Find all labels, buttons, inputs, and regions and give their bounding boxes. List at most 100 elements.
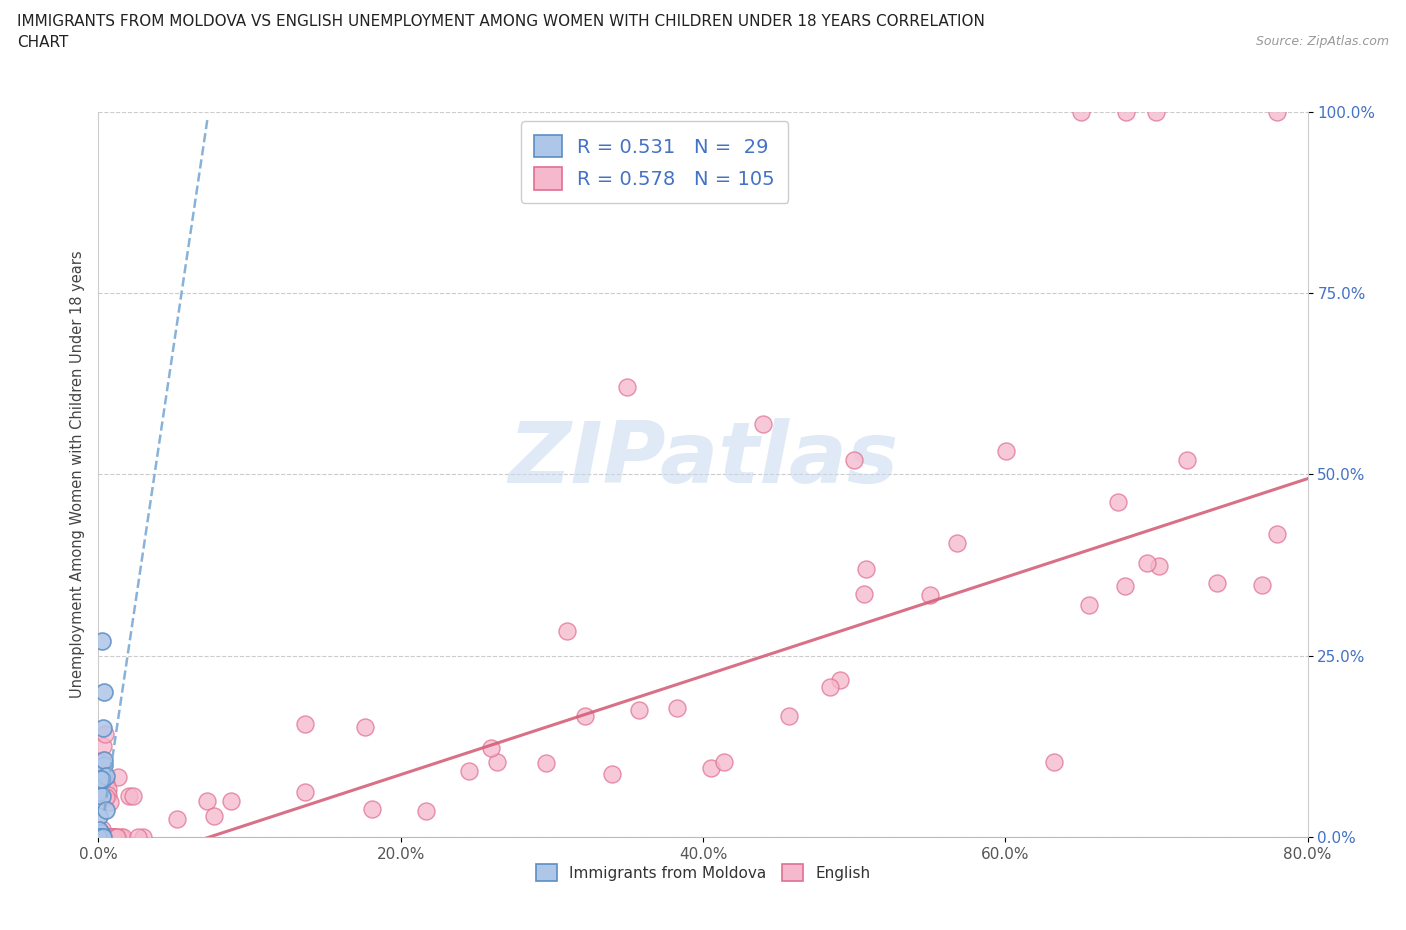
Point: [1265, 527, 1288, 542]
Point: [479, 741, 502, 756]
Point: [534, 755, 557, 770]
Point: [105, 830, 128, 844]
Point: [1149, 559, 1171, 574]
Point: [1077, 598, 1099, 613]
Point: [485, 754, 508, 769]
Point: [87, 830, 110, 844]
Point: [89, 830, 111, 844]
Point: [90, 772, 112, 787]
Point: [87, 827, 110, 842]
Point: [666, 700, 689, 715]
Point: [90, 825, 112, 840]
Point: [1070, 104, 1092, 119]
Point: [818, 680, 841, 695]
Point: [132, 830, 155, 844]
Point: [1114, 579, 1136, 594]
Point: [87, 830, 110, 844]
Point: [93, 830, 115, 844]
Point: [91, 721, 114, 736]
Point: [855, 562, 877, 577]
Point: [96, 830, 118, 844]
Point: [93, 684, 115, 699]
Point: [1144, 104, 1167, 119]
Point: [778, 709, 800, 724]
Point: [94, 830, 117, 844]
Point: [103, 830, 125, 844]
Point: [219, 793, 242, 808]
Point: [91, 633, 114, 648]
Point: [166, 811, 188, 826]
Text: IMMIGRANTS FROM MOLDOVA VS ENGLISH UNEMPLOYMENT AMONG WOMEN WITH CHILDREN UNDER : IMMIGRANTS FROM MOLDOVA VS ENGLISH UNEMP…: [17, 14, 984, 29]
Point: [93, 830, 115, 844]
Point: [100, 830, 122, 844]
Point: [91, 738, 114, 753]
Point: [195, 794, 218, 809]
Point: [94, 830, 117, 844]
Point: [574, 709, 596, 724]
Point: [946, 536, 969, 551]
Point: [202, 808, 225, 823]
Point: [616, 379, 638, 394]
Point: [100, 830, 122, 844]
Text: Source: ZipAtlas.com: Source: ZipAtlas.com: [1256, 35, 1389, 48]
Point: [96, 830, 118, 844]
Point: [89, 830, 111, 844]
Point: [93, 752, 115, 767]
Point: [89, 830, 111, 844]
Point: [627, 703, 650, 718]
Point: [354, 720, 377, 735]
Point: [101, 830, 124, 844]
Point: [89, 830, 111, 844]
Point: [97, 788, 120, 803]
Point: [1267, 104, 1289, 119]
Point: [361, 802, 384, 817]
Text: ZIPat​las: ZIPat​las: [508, 418, 898, 501]
Point: [91, 752, 114, 767]
Point: [96, 830, 118, 844]
Point: [1251, 578, 1274, 592]
Point: [89, 809, 111, 824]
Point: [90, 830, 112, 844]
Point: [93, 727, 115, 742]
Point: [1043, 755, 1066, 770]
Point: [1135, 556, 1157, 571]
Point: [87, 830, 110, 844]
Text: CHART: CHART: [17, 35, 69, 50]
Point: [117, 789, 139, 804]
Point: [91, 830, 114, 844]
Point: [89, 822, 111, 837]
Point: [94, 790, 117, 804]
Point: [91, 830, 114, 844]
Point: [91, 771, 114, 786]
Point: [87, 830, 110, 844]
Point: [89, 830, 111, 844]
Point: [87, 830, 110, 844]
Legend: Immigrants from Moldova, English: Immigrants from Moldova, English: [530, 857, 876, 887]
Point: [1115, 104, 1137, 119]
Point: [87, 830, 110, 844]
Point: [89, 830, 111, 844]
Point: [700, 760, 723, 775]
Point: [90, 830, 112, 844]
Point: [89, 830, 111, 844]
Point: [458, 764, 481, 778]
Point: [100, 830, 122, 844]
Point: [294, 785, 316, 800]
Point: [89, 830, 111, 844]
Point: [920, 588, 942, 603]
Point: [90, 830, 112, 844]
Point: [97, 782, 120, 797]
Point: [87, 784, 110, 799]
Point: [828, 673, 851, 688]
Point: [101, 830, 124, 844]
Point: [713, 754, 735, 769]
Point: [122, 789, 145, 804]
Point: [93, 757, 115, 772]
Point: [1206, 576, 1229, 591]
Point: [111, 830, 134, 844]
Point: [87, 830, 110, 844]
Point: [93, 830, 115, 844]
Point: [127, 830, 149, 844]
Point: [415, 804, 437, 818]
Point: [90, 830, 112, 844]
